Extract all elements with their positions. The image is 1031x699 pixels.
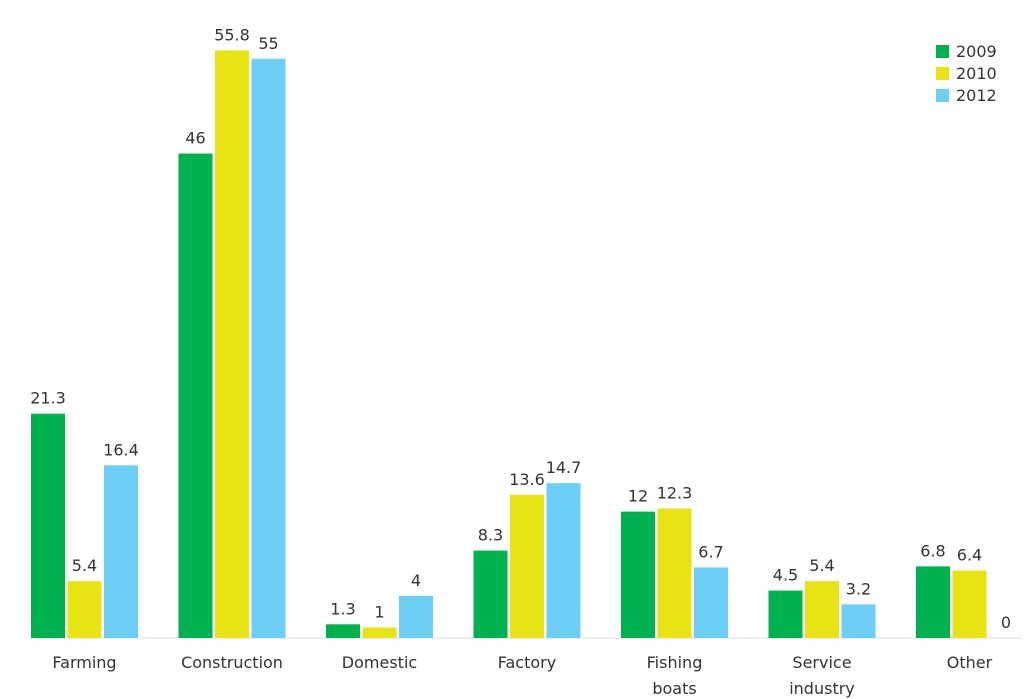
bars-group — [31, 50, 987, 639]
bar-service-industry-2009 — [768, 590, 803, 638]
category-label-fishing-boats: Fishing boats — [647, 653, 703, 698]
legend-label-2012: 2012 — [956, 86, 997, 105]
value-label-other-2012: 0 — [1001, 613, 1011, 632]
value-label-construction-2009: 46 — [185, 129, 205, 148]
value-label-factory-2009: 8.3 — [478, 526, 503, 545]
value-label-service-industry-2010: 5.4 — [809, 556, 834, 575]
value-labels-group: 21.3 5.4 16.4 46 55.8 55 1.3 1 4 8.3 13.614.7 12 12.… — [30, 25, 1011, 632]
bar-fishing-boats-2010 — [657, 508, 692, 638]
bar-construction-2012 — [251, 58, 286, 639]
bar-factory-2012 — [546, 483, 581, 638]
value-label-factory-2012: 14.7 — [546, 458, 582, 477]
bar-farming-2012 — [104, 465, 138, 638]
bar-farming-2009 — [31, 413, 65, 638]
legend-swatch-2012 — [936, 89, 949, 102]
bar-domestic-2009 — [326, 624, 360, 638]
category-label-farming: Farming — [52, 653, 116, 672]
bar-other-2009 — [916, 566, 950, 638]
bar-other-2010 — [952, 570, 987, 638]
category-label-service-industry: Service industry — [789, 653, 855, 698]
value-label-fishing-boats-2009: 12 — [628, 487, 648, 506]
legend-label-2010: 2010 — [956, 64, 997, 83]
value-label-fishing-boats-2010: 12.3 — [657, 483, 693, 502]
category-label-domestic: Domestic — [342, 653, 417, 672]
value-label-farming-2009: 21.3 — [30, 389, 66, 408]
value-label-farming-2010: 5.4 — [72, 556, 97, 575]
value-label-construction-2012: 55 — [258, 34, 278, 53]
value-label-other-2009: 6.8 — [920, 541, 945, 560]
value-label-service-industry-2009: 4.5 — [773, 566, 798, 585]
bar-farming-2010 — [67, 581, 102, 638]
bar-construction-2010 — [215, 50, 249, 638]
bar-fishing-boats-2009 — [621, 511, 655, 638]
value-label-fishing-boats-2012: 6.7 — [698, 542, 723, 561]
bar-service-industry-2010 — [805, 581, 839, 638]
category-label-construction: Construction — [181, 653, 283, 672]
category-label-other: Other — [947, 653, 993, 672]
value-label-domestic-2009: 1.3 — [330, 599, 355, 618]
bar-domestic-2012 — [399, 595, 433, 638]
value-label-other-2010: 6.4 — [957, 546, 982, 565]
bar-factory-2010 — [510, 494, 544, 638]
bar-fishing-boats-2012 — [694, 567, 728, 638]
value-label-domestic-2010: 1 — [374, 602, 384, 621]
bar-construction-2009 — [178, 153, 213, 638]
category-label-factory: Factory — [498, 653, 556, 672]
legend-swatch-2009 — [936, 45, 949, 58]
bar-factory-2009 — [473, 550, 508, 638]
bar-domestic-2010 — [362, 627, 397, 638]
value-label-farming-2012: 16.4 — [103, 440, 139, 459]
legend-label-2009: 2009 — [956, 42, 997, 61]
value-label-service-industry-2012: 3.2 — [846, 579, 871, 598]
value-label-domestic-2012: 4 — [411, 571, 421, 590]
bar-service-industry-2012 — [841, 604, 876, 638]
value-label-construction-2010: 55.8 — [214, 25, 250, 44]
category-labels-group: Farming Construction Domestic Factory Fishin… — [52, 653, 992, 698]
legend-swatch-2010 — [936, 67, 949, 80]
legend: 2009 2010 2012 — [936, 42, 997, 105]
value-label-factory-2010: 13.6 — [509, 470, 545, 489]
